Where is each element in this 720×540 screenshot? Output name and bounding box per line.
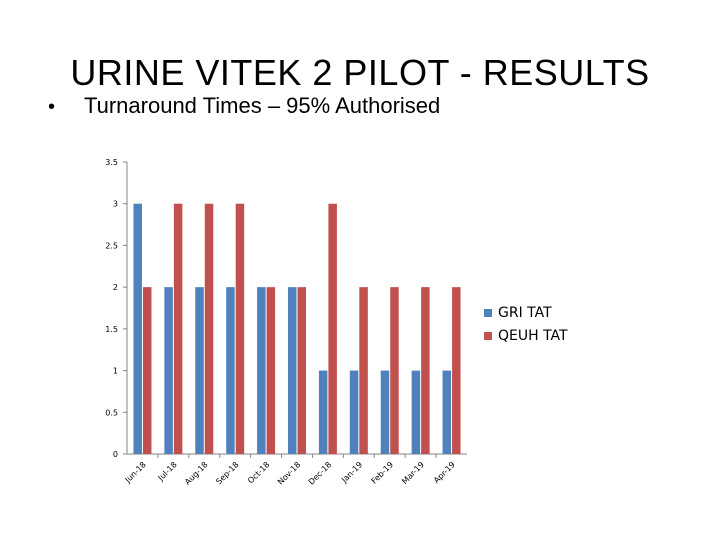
x-tick-label: Aug-18 <box>183 460 210 487</box>
bar-gri <box>318 370 328 454</box>
bullet-text: Turnaround Times – 95% Authorised <box>84 93 441 118</box>
bar-qeuh <box>452 287 461 454</box>
y-tick-label: 3.5 <box>105 158 118 167</box>
x-tick-label: Oct-18 <box>246 460 271 485</box>
bar-gri <box>442 370 452 454</box>
x-tick-label: Jun-18 <box>123 460 148 485</box>
legend-item-qeuh: QEUH TAT <box>484 324 568 347</box>
x-tick-label: Jan-19 <box>339 460 364 485</box>
bar-qeuh <box>204 203 214 454</box>
slide-title: URINE VITEK 2 PILOT - RESULTS <box>70 52 650 93</box>
bar-gri <box>380 370 390 454</box>
bar-gri <box>226 287 235 454</box>
bar-gri <box>133 203 142 454</box>
legend-swatch-gri <box>484 308 492 317</box>
x-tick-label: Dec-18 <box>307 460 334 487</box>
legend-swatch-qeuh <box>484 331 492 340</box>
bar-qeuh <box>390 287 399 454</box>
bar-gri <box>411 370 421 454</box>
x-tick-label: Nov-18 <box>276 460 302 486</box>
y-tick-label: 1.5 <box>105 325 118 334</box>
x-tick-label: Apr-19 <box>432 460 457 485</box>
bar-qeuh <box>266 287 276 454</box>
bar-gri <box>164 287 173 454</box>
y-tick-label: 1 <box>113 367 118 376</box>
bar-gri <box>288 287 297 454</box>
legend-item-gri: GRI TAT <box>484 301 568 324</box>
x-tick-label: Jul-18 <box>156 460 179 483</box>
bullet-point: • Turnaround Times – 95% Authorised <box>48 93 440 119</box>
x-tick-label: Feb-19 <box>370 460 396 486</box>
legend-label-gri: GRI TAT <box>498 304 552 321</box>
bar-gri <box>195 287 204 454</box>
y-tick-label: 2.5 <box>105 241 118 250</box>
bar-qeuh <box>421 287 430 454</box>
bar-qeuh <box>142 287 152 454</box>
bar-gri <box>257 287 266 454</box>
chart-legend: GRI TAT QEUH TAT <box>484 301 568 347</box>
y-tick-label: 0 <box>113 450 118 459</box>
y-tick-label: 3 <box>113 200 118 209</box>
bar-qeuh <box>297 287 306 454</box>
bullet-dot: • <box>48 96 56 118</box>
x-tick-label: Mar-19 <box>400 460 426 486</box>
bar-qeuh <box>328 203 337 454</box>
bar-gri <box>349 370 359 454</box>
legend-label-qeuh: QEUH TAT <box>498 327 568 344</box>
bar-qeuh <box>359 287 368 454</box>
bar-qeuh <box>235 203 245 454</box>
y-tick-label: 0.5 <box>105 408 118 417</box>
bar-qeuh <box>173 203 183 454</box>
y-tick-label: 2 <box>113 283 118 292</box>
x-tick-label: Sep-18 <box>214 460 240 486</box>
